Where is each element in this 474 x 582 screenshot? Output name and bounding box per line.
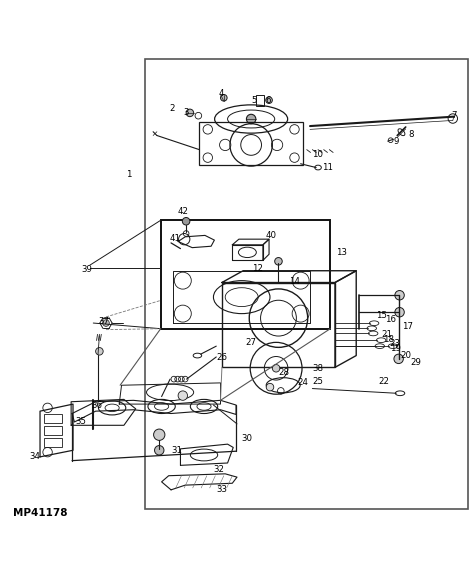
Circle shape — [275, 258, 282, 265]
Text: 27: 27 — [246, 338, 256, 347]
Text: MP41178: MP41178 — [13, 508, 68, 518]
Text: 26: 26 — [217, 353, 228, 363]
Circle shape — [186, 109, 194, 116]
Bar — [256, 94, 264, 107]
Text: 32: 32 — [214, 464, 225, 474]
Circle shape — [182, 218, 190, 225]
Text: 37: 37 — [99, 317, 109, 326]
Circle shape — [155, 446, 164, 455]
Bar — [161, 221, 330, 329]
Text: 38: 38 — [312, 364, 324, 373]
Text: 33: 33 — [217, 485, 228, 494]
Text: 18: 18 — [383, 335, 394, 343]
Text: 17: 17 — [402, 322, 413, 331]
Text: 8: 8 — [409, 130, 414, 139]
Text: 9: 9 — [393, 137, 399, 146]
Text: 34: 34 — [30, 452, 41, 462]
Circle shape — [220, 94, 227, 101]
Circle shape — [266, 384, 274, 391]
Text: 6: 6 — [266, 95, 271, 105]
Bar — [44, 426, 62, 435]
Bar — [44, 438, 62, 446]
Text: 10: 10 — [311, 150, 323, 159]
Text: 29: 29 — [410, 358, 421, 367]
Text: 4: 4 — [219, 88, 224, 98]
Text: 14: 14 — [289, 277, 300, 286]
Circle shape — [394, 354, 403, 364]
Text: 19: 19 — [390, 344, 401, 353]
Circle shape — [395, 290, 404, 300]
Bar — [44, 414, 62, 423]
Text: 13: 13 — [336, 248, 347, 257]
Text: 2: 2 — [170, 104, 175, 113]
Text: 16: 16 — [384, 315, 396, 324]
Text: 31: 31 — [171, 446, 182, 455]
Text: 24: 24 — [298, 378, 309, 388]
Circle shape — [246, 114, 256, 124]
Circle shape — [154, 429, 165, 441]
Text: 23: 23 — [390, 339, 401, 348]
Text: 21: 21 — [382, 330, 392, 339]
Circle shape — [266, 97, 273, 104]
Text: 42: 42 — [177, 207, 188, 217]
Text: 7: 7 — [451, 111, 456, 120]
Text: 5: 5 — [251, 95, 257, 105]
Text: 30: 30 — [242, 434, 253, 442]
Text: 1: 1 — [126, 169, 131, 179]
Text: 22: 22 — [379, 377, 390, 386]
Text: 35: 35 — [75, 417, 86, 427]
Text: 40: 40 — [265, 231, 276, 240]
Text: 12: 12 — [252, 264, 263, 273]
Text: 36: 36 — [91, 400, 102, 410]
Circle shape — [395, 307, 404, 317]
Circle shape — [178, 391, 188, 400]
Circle shape — [273, 364, 280, 372]
Bar — [145, 59, 468, 509]
Text: 39: 39 — [82, 265, 92, 274]
Text: 3: 3 — [184, 108, 189, 117]
Circle shape — [103, 320, 109, 327]
Bar — [199, 122, 303, 165]
Bar — [222, 282, 335, 367]
Text: 15: 15 — [376, 311, 387, 320]
Text: 25: 25 — [312, 377, 324, 386]
Text: 28: 28 — [279, 368, 290, 377]
Circle shape — [96, 347, 103, 355]
Text: 11: 11 — [322, 163, 333, 172]
Text: 20: 20 — [400, 351, 411, 360]
Text: 41: 41 — [169, 234, 180, 243]
